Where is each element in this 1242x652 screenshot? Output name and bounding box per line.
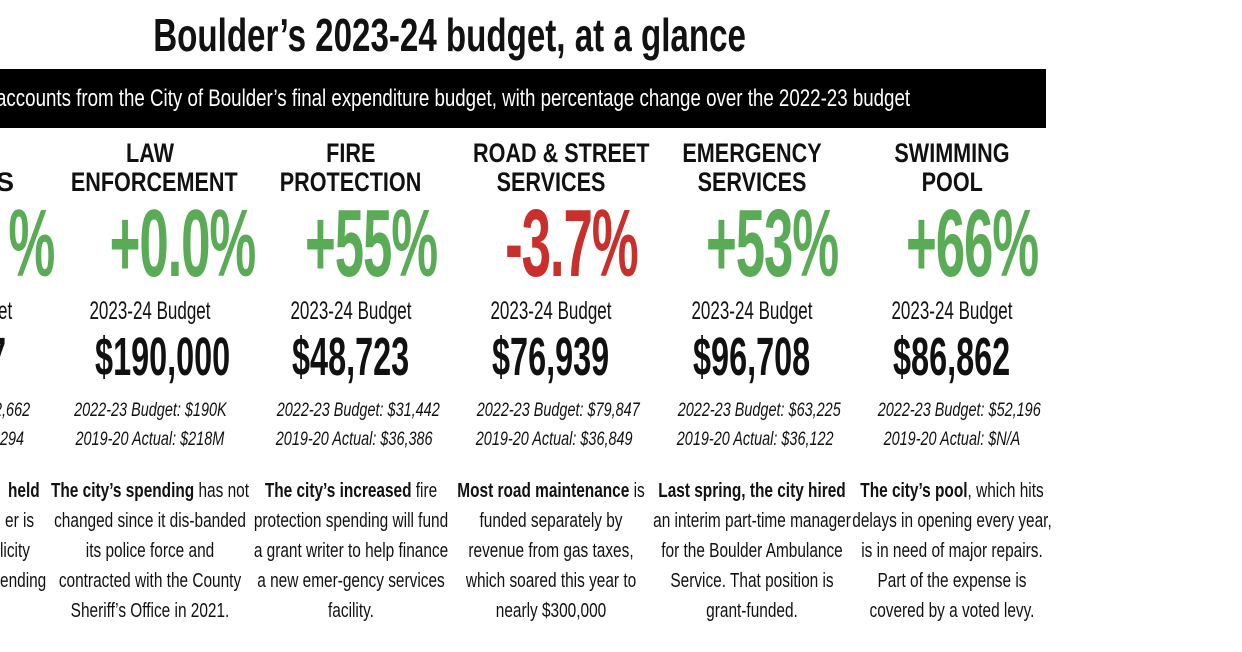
prior-budget: 2022-23 Budget: $63,225 xyxy=(677,400,841,421)
percent-change: +0.0% xyxy=(109,190,257,297)
description: Most road maintenance is funded separate… xyxy=(451,476,651,626)
budget-amount: $96,708 xyxy=(693,327,811,387)
partial-body-line: licity xyxy=(0,540,30,562)
description-lead: The city’s spending xyxy=(50,480,195,502)
column-heading-line2: SERVICES xyxy=(697,167,807,197)
description-lead: Last spring, the city hired xyxy=(658,480,846,502)
budget-label: 2023-24 Budget xyxy=(891,297,1013,325)
partial-actual: 294 xyxy=(0,429,25,450)
percent-change: -3.7% xyxy=(505,190,639,297)
partial-amount: 7 xyxy=(0,326,6,388)
budget-amount: $190,000 xyxy=(95,327,231,387)
partial-prior-budget: 2,662 xyxy=(0,400,31,421)
column-heading-line1: LAW xyxy=(126,138,174,168)
prior-budget: 2022-23 Budget: $79,847 xyxy=(476,400,640,421)
percent-change: +53% xyxy=(706,190,839,297)
budget-column: ROAD & STREET SERVICES -3.7% 2023-24 Budget… xyxy=(451,0,651,652)
budget-column: LAW ENFORCEMENT +0.0% 2023-24 Budget $190,00… xyxy=(50,0,257,652)
budget-column: EMERGENCY SERVICES +53% 2023-24 Budget $96,7… xyxy=(652,0,852,652)
prior-budget: 2022-23 Budget: $190K xyxy=(74,400,227,421)
prior-budget: 2022-23 Budget: $52,196 xyxy=(877,400,1041,421)
actual-spending: 2019-20 Actual: $N/A xyxy=(883,429,1021,450)
column-heading-line2: PROTECTION xyxy=(280,167,422,197)
column-heading-line2: POOL xyxy=(921,167,983,197)
description-text: fire protection spending will fund a gra… xyxy=(253,480,449,622)
budget-label: 2023-24 Budget xyxy=(290,297,412,325)
description-text: , which hits delays in opening every yea… xyxy=(852,480,1052,622)
column-heading-line1: FIRE xyxy=(326,138,376,168)
subtitle-bar: ed accounts from the City of Boulder’s f… xyxy=(0,69,1046,128)
column-heading-line2: ENFORCEMENT xyxy=(70,167,238,197)
description-lead: Most road maintenance xyxy=(457,480,630,502)
actual-spending: 2019-20 Actual: $218M xyxy=(75,429,225,450)
actual-spending: 2019-20 Actual: $36,386 xyxy=(275,429,433,450)
budget-label: 2023-24 Budget xyxy=(691,297,813,325)
description-text: has not changed since it dis-banded its … xyxy=(54,480,249,622)
partial-heading: S xyxy=(0,167,15,197)
budget-amount: $86,862 xyxy=(893,327,1011,387)
description: The city’s pool, which hits delays in op… xyxy=(852,476,1052,626)
description: The city’s increased fire protection spe… xyxy=(251,476,451,626)
budget-column: FIRE PROTECTION +55% 2023-24 Budget $48,723 2… xyxy=(251,0,451,652)
budget-label: 2023-24 Budget xyxy=(490,297,612,325)
budget-column: SWIMMING POOL +66% 2023-24 Budget $86,862 202… xyxy=(852,0,1052,652)
column-heading-line1: EMERGENCY xyxy=(682,138,822,168)
column-heading-line2: SERVICES xyxy=(496,167,606,197)
description-text: is funded separately by revenue from gas… xyxy=(465,480,645,622)
column-heading-line1: ROAD & STREET xyxy=(473,138,650,168)
percent-change: +66% xyxy=(906,190,1039,297)
partial-budget-label: et xyxy=(0,297,13,325)
prior-budget: 2022-23 Budget: $31,442 xyxy=(276,400,440,421)
description-lead: The city’s increased xyxy=(264,480,412,502)
partial-percent: % xyxy=(8,190,56,297)
budget-amount: $76,939 xyxy=(492,327,610,387)
actual-spending: 2019-20 Actual: $36,849 xyxy=(475,429,633,450)
subtitle: ed accounts from the City of Boulder’s f… xyxy=(0,85,911,112)
partial-body-line: held xyxy=(8,480,40,502)
page-title: Boulder’s 2023-24 budget, at a glance xyxy=(153,9,747,61)
description-text: an interim part-time manager for the Bou… xyxy=(653,510,851,622)
description-lead: The city’s pool xyxy=(860,480,968,502)
partial-body-line: ending xyxy=(0,570,47,592)
description: The city’s spending has not changed sinc… xyxy=(50,476,250,626)
budget-label: 2023-24 Budget xyxy=(89,297,211,325)
description: Last spring, the city hired an interim p… xyxy=(652,476,852,626)
column-heading-line1: SWIMMING xyxy=(894,138,1010,168)
percent-change: +55% xyxy=(305,190,438,297)
actual-spending: 2019-20 Actual: $36,122 xyxy=(676,429,834,450)
budget-amount: $48,723 xyxy=(292,327,410,387)
partial-body-line: er is xyxy=(5,510,35,532)
